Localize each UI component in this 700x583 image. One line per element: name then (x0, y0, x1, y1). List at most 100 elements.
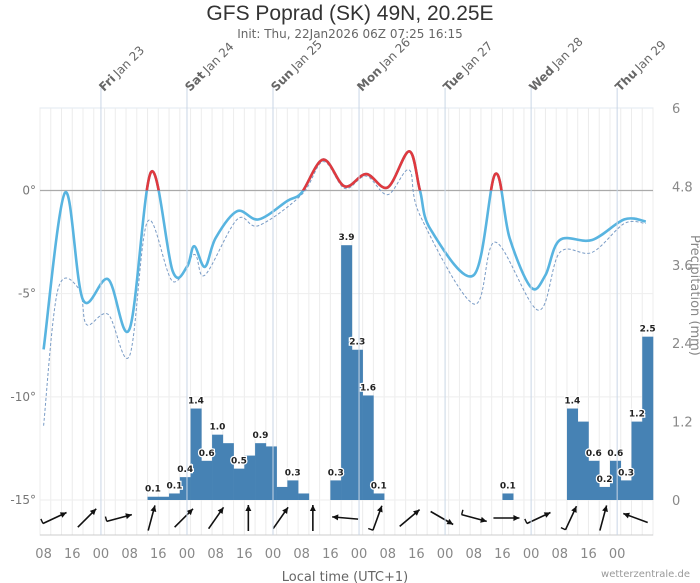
y-right-tick-label: 4.8 (672, 180, 693, 195)
y-right-tick-label: 1.2 (672, 416, 693, 431)
precip-label: 3.9 (339, 233, 355, 243)
wind-arrow-head (332, 514, 339, 521)
wind-barb (104, 516, 108, 522)
precip-label: 0.4 (177, 465, 193, 475)
x-tick-label: 16 (580, 547, 597, 562)
right-axis-title: Precipitation (mm) (687, 235, 700, 356)
precip-bar (599, 486, 611, 500)
day-label: SatJan 24 (182, 40, 237, 95)
wind-arrow-head (602, 505, 608, 513)
wind-arrow-head (623, 512, 630, 519)
day-weekday: Mon (354, 64, 384, 94)
precip-label: 1.2 (629, 410, 645, 420)
precip-bar (502, 493, 514, 500)
day-date: Jan 23 (110, 43, 147, 80)
x-tick-label: 16 (64, 547, 81, 562)
precip-label: 0.6 (199, 449, 215, 459)
wind-arrow-head (186, 508, 193, 516)
x-tick-label: 00 (179, 547, 196, 562)
chart-subtitle: Init: Thu, 22Jan2026 06Z 07:25 16:15 (237, 27, 463, 41)
precip-bar (566, 408, 579, 500)
x-tick-label: 00 (93, 547, 110, 562)
wind-arrow-head (309, 505, 316, 511)
day-label: WedJan 28 (526, 35, 585, 94)
precip-label: 0.9 (252, 431, 268, 441)
wind-arrow-head (513, 515, 520, 521)
wind-arrow-head (282, 507, 289, 514)
precip-label: 0.3 (328, 468, 344, 478)
precip-bar (201, 460, 213, 500)
precip-bar (147, 496, 159, 500)
day-date: Jan 25 (288, 37, 325, 74)
y-right-tick-label: 6 (672, 102, 680, 117)
precip-bar (351, 349, 363, 500)
chart-title: GFS Poprad (SK) 49N, 20.25E (206, 2, 494, 25)
x-tick-label: 08 (35, 547, 52, 562)
day-date: Jan 29 (632, 38, 669, 75)
wind-arrow-icon (493, 515, 520, 521)
wind-arrow-icon (599, 505, 608, 531)
precip-bar (609, 460, 622, 500)
wind-arrow-icon (623, 512, 648, 524)
precip-label: 0.2 (597, 475, 613, 485)
x-tick-label: 08 (552, 547, 569, 562)
day-weekday: Sun (268, 66, 296, 94)
wind-barb (460, 509, 464, 515)
wind-arrow-head (480, 516, 487, 523)
wind-arrow-head (543, 512, 551, 518)
precip-bar (588, 460, 600, 500)
precip-label: 0.5 (231, 457, 247, 467)
y-left-tick-label: 0° (22, 184, 36, 198)
day-label: SunJan 25 (268, 37, 325, 94)
wind-arrow-head (413, 509, 420, 516)
precip-bar (298, 493, 310, 500)
precip-label: 0.6 (607, 449, 623, 459)
precip-bar (373, 493, 385, 500)
precip-bar (190, 408, 202, 500)
wind-arrow-icon (174, 508, 194, 528)
x-tick-label: 08 (465, 547, 482, 562)
precip-bar (642, 336, 654, 500)
wind-arrow-icon (40, 511, 67, 525)
y-right-tick-label: 3.6 (672, 259, 693, 274)
x-tick-label: 00 (265, 547, 282, 562)
x-tick-label: 08 (121, 547, 138, 562)
day-label: MonJan 26 (354, 35, 413, 94)
day-date: Jan 27 (458, 39, 495, 76)
precip-bar (276, 486, 288, 500)
dewpoint-line (43, 161, 646, 426)
wind-arrow-head (571, 506, 577, 513)
precip-bar (330, 480, 342, 500)
wind-barb (368, 527, 374, 531)
precip-label: 1.4 (564, 397, 580, 407)
precip-label: 0.3 (285, 468, 301, 478)
y-left-tick-label: -5° (18, 287, 36, 301)
x-tick-label: 16 (322, 547, 339, 562)
wind-arrow-head (217, 507, 224, 514)
wind-arrow-icon (560, 505, 578, 531)
day-label: FriJan 23 (96, 43, 147, 94)
y-left-tick-label: -15° (10, 493, 36, 507)
precip-bar (341, 245, 353, 500)
precip-bar (179, 477, 191, 500)
precip-label: 0.1 (166, 481, 182, 491)
precip-bar (158, 496, 170, 500)
precip-label: 2.3 (349, 338, 365, 348)
x-tick-label: 08 (379, 547, 396, 562)
day-weekday: Thu (612, 66, 640, 94)
y-left-tick-label: -10° (10, 390, 36, 404)
wind-arrow-head (150, 505, 157, 513)
wind-arrow-icon (147, 505, 157, 531)
wind-arrow-icon (309, 505, 316, 531)
x-tick-label: 16 (236, 547, 253, 562)
precip-bar (577, 421, 589, 500)
wind-arrow-icon (332, 514, 359, 521)
x-tick-label: 00 (437, 547, 454, 562)
wind-arrow-icon (207, 506, 225, 530)
precip-label: 0.6 (586, 449, 602, 459)
x-tick-label: 08 (293, 547, 310, 562)
wind-arrow-head (446, 518, 454, 525)
day-date: Jan 28 (549, 35, 586, 72)
wind-barb (40, 518, 44, 524)
wind-arrow-icon (460, 509, 487, 523)
